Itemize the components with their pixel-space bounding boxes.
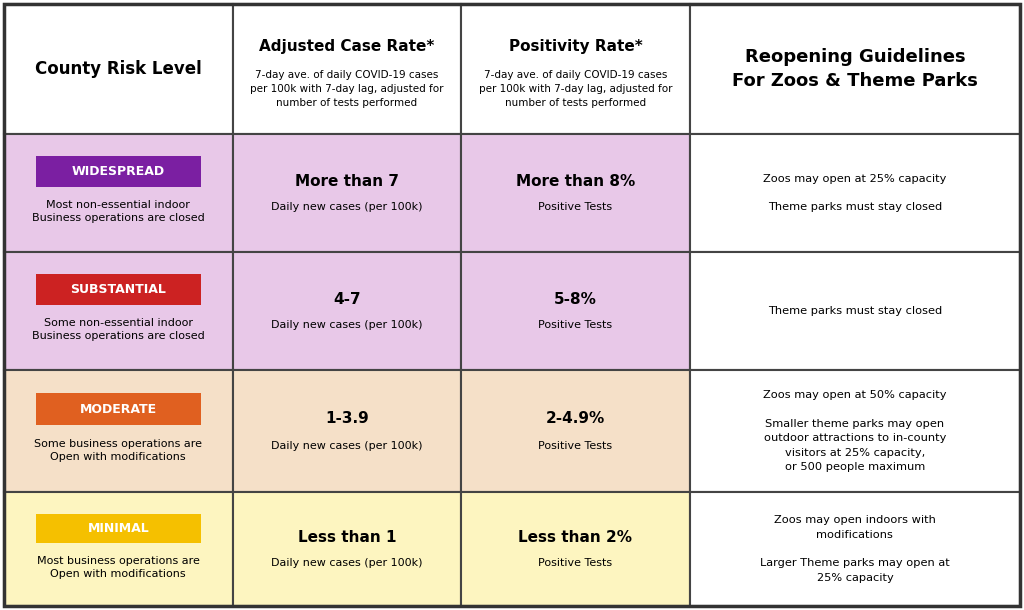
Bar — [690, 492, 1020, 606]
Text: Some business operations are
Open with modifications: Some business operations are Open with m… — [34, 439, 203, 462]
Text: Some non-essential indoor
Business operations are closed: Some non-essential indoor Business opera… — [32, 318, 205, 342]
Text: Reopening Guidelines
For Zoos & Theme Parks: Reopening Guidelines For Zoos & Theme Pa… — [732, 48, 978, 90]
Text: Most non-essential indoor
Business operations are closed: Most non-essential indoor Business opera… — [32, 200, 205, 223]
Bar — [36, 514, 201, 544]
Bar — [36, 274, 201, 305]
Bar — [232, 370, 461, 492]
Bar — [232, 492, 461, 606]
Text: Positive Tests: Positive Tests — [539, 558, 612, 568]
Text: MINIMAL: MINIMAL — [87, 522, 150, 535]
Bar — [461, 252, 690, 370]
Bar — [232, 252, 461, 370]
Text: Theme parks must stay closed: Theme parks must stay closed — [768, 306, 942, 316]
Text: Zoos may open at 25% capacity

Theme parks must stay closed: Zoos may open at 25% capacity Theme park… — [763, 174, 946, 212]
Text: 7-day ave. of daily COVID-19 cases
per 100k with 7-day lag, adjusted for
number : 7-day ave. of daily COVID-19 cases per 1… — [250, 70, 443, 107]
Text: Adjusted Case Rate*: Adjusted Case Rate* — [259, 40, 434, 54]
Bar — [232, 134, 461, 252]
Bar — [690, 252, 1020, 370]
Text: More than 7: More than 7 — [295, 174, 399, 188]
Bar — [36, 393, 201, 425]
Bar — [690, 370, 1020, 492]
Text: Daily new cases (per 100k): Daily new cases (per 100k) — [271, 320, 423, 330]
Text: SUBSTANTIAL: SUBSTANTIAL — [71, 283, 166, 296]
Text: Less than 2%: Less than 2% — [518, 530, 633, 545]
Text: Positive Tests: Positive Tests — [539, 320, 612, 330]
Text: Most business operations are
Open with modifications: Most business operations are Open with m… — [37, 556, 200, 579]
Bar — [461, 492, 690, 606]
Text: 1-3.9: 1-3.9 — [325, 411, 369, 426]
Bar — [232, 4, 461, 134]
Text: 2-4.9%: 2-4.9% — [546, 411, 605, 426]
Text: Daily new cases (per 100k): Daily new cases (per 100k) — [271, 440, 423, 451]
Bar — [4, 4, 232, 134]
Text: More than 8%: More than 8% — [516, 174, 635, 188]
Text: WIDESPREAD: WIDESPREAD — [72, 165, 165, 178]
Bar — [4, 370, 232, 492]
Bar — [4, 492, 232, 606]
Bar — [461, 4, 690, 134]
Bar — [690, 4, 1020, 134]
Text: 5-8%: 5-8% — [554, 292, 597, 307]
Text: MODERATE: MODERATE — [80, 403, 157, 415]
Text: Positive Tests: Positive Tests — [539, 440, 612, 451]
Bar — [4, 134, 232, 252]
Text: County Risk Level: County Risk Level — [35, 60, 202, 78]
Text: Positive Tests: Positive Tests — [539, 202, 612, 212]
Bar — [461, 134, 690, 252]
Bar — [690, 134, 1020, 252]
Bar — [4, 252, 232, 370]
Text: 7-day ave. of daily COVID-19 cases
per 100k with 7-day lag, adjusted for
number : 7-day ave. of daily COVID-19 cases per 1… — [479, 70, 672, 107]
Text: 4-7: 4-7 — [333, 292, 360, 307]
Text: Less than 1: Less than 1 — [298, 530, 396, 545]
Text: Daily new cases (per 100k): Daily new cases (per 100k) — [271, 202, 423, 212]
Text: Daily new cases (per 100k): Daily new cases (per 100k) — [271, 558, 423, 568]
Text: Zoos may open at 50% capacity

Smaller theme parks may open
outdoor attractions : Zoos may open at 50% capacity Smaller th… — [763, 390, 946, 472]
Text: Positivity Rate*: Positivity Rate* — [509, 40, 642, 54]
Text: Zoos may open indoors with
modifications

Larger Theme parks may open at
25% cap: Zoos may open indoors with modifications… — [760, 515, 950, 583]
Bar — [36, 156, 201, 187]
Bar — [461, 370, 690, 492]
